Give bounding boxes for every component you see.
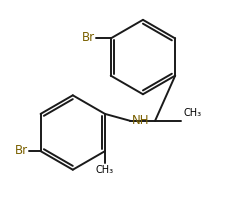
Text: NH: NH xyxy=(132,114,149,127)
Text: CH₃: CH₃ xyxy=(183,108,201,118)
Text: Br: Br xyxy=(82,31,95,44)
Text: Br: Br xyxy=(15,144,28,157)
Text: CH₃: CH₃ xyxy=(96,165,114,175)
